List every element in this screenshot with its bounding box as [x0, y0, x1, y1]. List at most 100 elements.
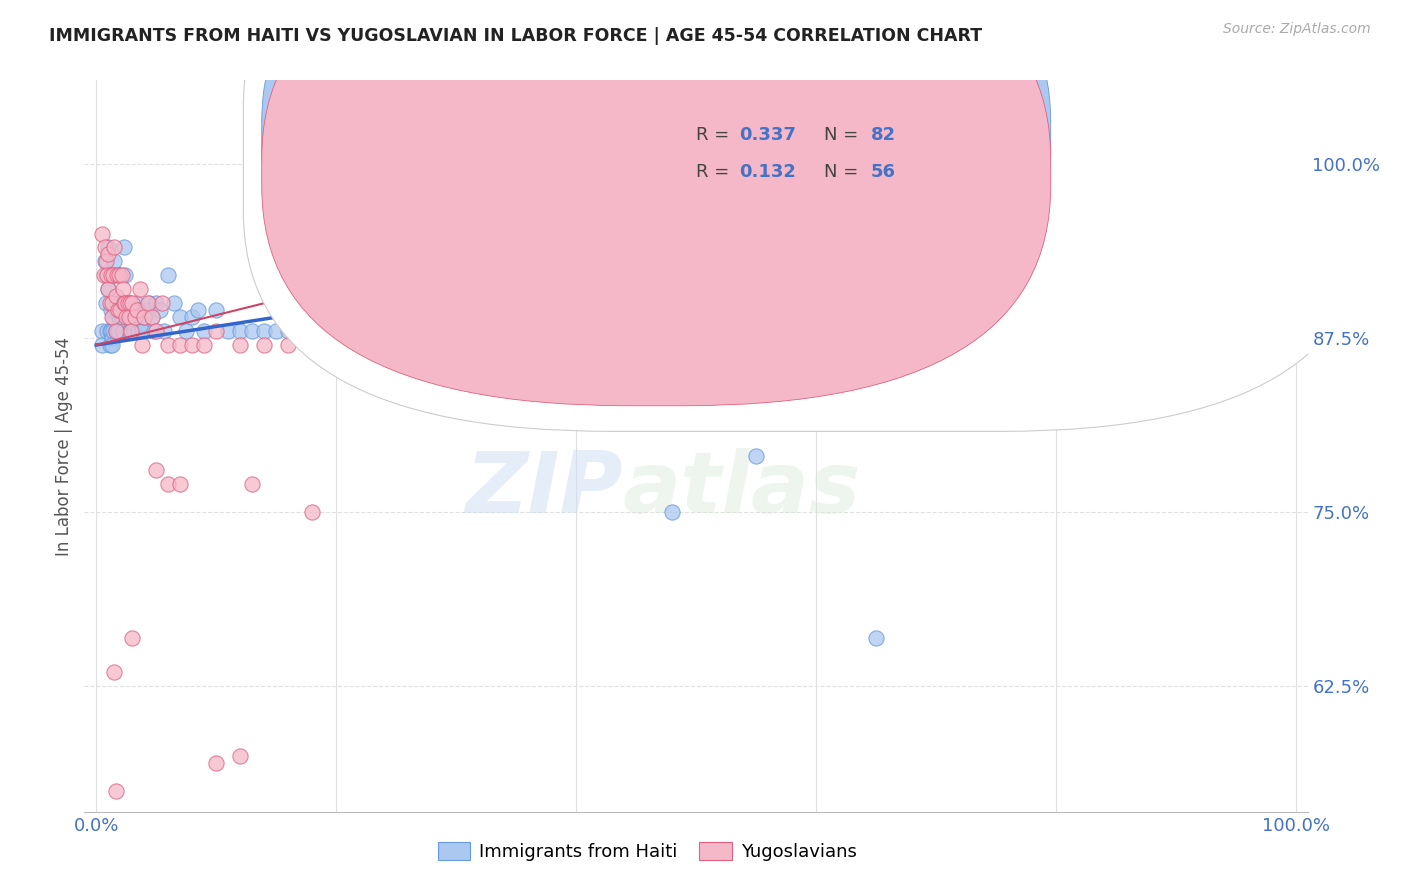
- Point: [468, 338, 491, 352]
- Point: [240, 324, 263, 338]
- Point: [108, 268, 131, 283]
- Point: [169, 310, 191, 325]
- Point: [110, 268, 132, 283]
- Point: [104, 324, 127, 338]
- Point: [157, 268, 180, 283]
- Legend: Immigrants from Haiti, Yugoslavians: Immigrants from Haiti, Yugoslavians: [430, 835, 863, 869]
- Point: [121, 317, 143, 331]
- Point: [301, 324, 323, 338]
- Point: [94, 296, 117, 310]
- Point: [217, 324, 239, 338]
- Point: [373, 338, 395, 352]
- Point: [118, 296, 141, 310]
- Point: [101, 268, 124, 283]
- Point: [142, 324, 165, 338]
- Point: [91, 324, 114, 338]
- Point: [277, 338, 299, 352]
- Text: N =: N =: [824, 126, 865, 145]
- Point: [111, 282, 134, 296]
- Point: [103, 268, 125, 283]
- Point: [129, 317, 152, 331]
- Point: [104, 324, 127, 338]
- Point: [541, 338, 564, 352]
- Point: [325, 338, 347, 352]
- Point: [865, 631, 887, 645]
- Point: [121, 631, 143, 645]
- Point: [114, 296, 136, 310]
- Point: [110, 310, 132, 325]
- Point: [105, 268, 128, 283]
- Point: [128, 303, 150, 318]
- Y-axis label: In Labor Force | Age 45-54: In Labor Force | Age 45-54: [55, 336, 73, 556]
- Text: 0.132: 0.132: [738, 162, 796, 181]
- Point: [101, 310, 124, 325]
- Point: [193, 338, 215, 352]
- Point: [145, 296, 167, 310]
- FancyBboxPatch shape: [262, 0, 1050, 406]
- Point: [301, 505, 323, 519]
- Text: R =: R =: [696, 162, 735, 181]
- Point: [134, 310, 156, 325]
- Point: [127, 303, 149, 318]
- Point: [444, 351, 467, 366]
- Point: [141, 310, 163, 325]
- Point: [97, 282, 120, 296]
- Point: [111, 324, 134, 338]
- Point: [396, 338, 419, 352]
- Point: [100, 324, 122, 338]
- Point: [229, 324, 252, 338]
- Point: [94, 254, 117, 268]
- Point: [187, 303, 209, 318]
- Point: [117, 296, 139, 310]
- Point: [104, 303, 127, 318]
- Point: [127, 310, 149, 325]
- Point: [131, 324, 153, 338]
- Point: [205, 324, 228, 338]
- Point: [100, 303, 122, 318]
- Point: [127, 324, 149, 338]
- Point: [174, 324, 197, 338]
- Point: [101, 331, 124, 345]
- Point: [145, 324, 167, 338]
- Point: [152, 324, 174, 338]
- Point: [107, 303, 129, 318]
- Point: [118, 296, 141, 310]
- Point: [103, 240, 125, 254]
- Point: [104, 784, 127, 798]
- Point: [134, 310, 156, 325]
- Point: [103, 254, 125, 268]
- Point: [420, 359, 443, 373]
- Point: [110, 296, 132, 310]
- Point: [128, 282, 150, 296]
- Point: [181, 310, 204, 325]
- Point: [97, 247, 120, 261]
- Point: [205, 303, 228, 318]
- Point: [589, 338, 612, 352]
- Point: [98, 324, 121, 338]
- Point: [138, 296, 160, 310]
- Point: [101, 338, 124, 352]
- Text: ZIP: ZIP: [465, 449, 623, 532]
- Point: [101, 324, 124, 338]
- Point: [124, 310, 146, 325]
- Point: [163, 296, 186, 310]
- Point: [93, 254, 117, 268]
- Point: [93, 268, 115, 283]
- Point: [120, 324, 142, 338]
- Point: [108, 310, 131, 325]
- Point: [149, 303, 172, 318]
- Point: [115, 310, 138, 325]
- Point: [131, 338, 153, 352]
- Point: [745, 450, 768, 464]
- Point: [98, 338, 121, 352]
- Point: [97, 282, 120, 296]
- Point: [98, 296, 121, 310]
- Point: [181, 338, 204, 352]
- Point: [229, 338, 252, 352]
- Point: [91, 338, 114, 352]
- FancyBboxPatch shape: [243, 0, 1369, 432]
- Point: [290, 324, 312, 338]
- Point: [118, 310, 141, 325]
- Point: [124, 310, 146, 325]
- Point: [107, 324, 129, 338]
